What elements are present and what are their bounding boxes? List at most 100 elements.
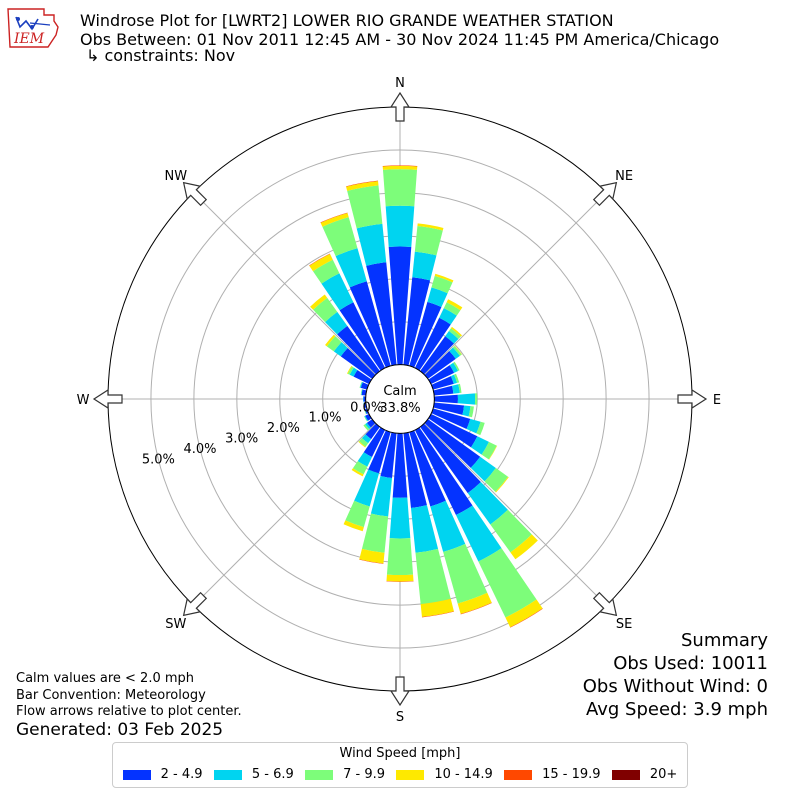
windrose-bar-segment: [414, 427, 473, 516]
flow-arrow-icon: [92, 388, 123, 410]
bar-convention-note: Bar Convention: Meteorology: [16, 688, 206, 703]
windrose-bar-segment: [389, 497, 411, 539]
windrose-bar-segment: [414, 317, 451, 371]
windrose-bar-segment: [446, 299, 463, 311]
windrose-bar-segment: [363, 396, 364, 402]
windrose-bar-segment: [312, 259, 340, 284]
windrose-bar-segment: [468, 406, 474, 418]
windrose-bar-segment: [410, 505, 439, 553]
flow-arrow-icon: [592, 591, 618, 617]
legend-swatch: [213, 769, 242, 780]
windrose-bar-segment: [339, 302, 386, 371]
windrose-bar-segment: [415, 548, 451, 605]
windrose-bar-segment: [386, 580, 414, 582]
direction-label: SE: [616, 617, 632, 632]
flow-note: Flow arrows relative to plot center.: [16, 704, 242, 719]
windrose-bar-segment: [433, 402, 465, 415]
radial-tick-label: 2.0%: [267, 421, 300, 436]
windrose-bar-segment: [361, 513, 389, 553]
legend-item: 10 - 14.9: [396, 767, 493, 782]
angular-gridline: [193, 398, 401, 606]
windrose-bar-segment: [382, 165, 418, 167]
legend-swatch: [396, 769, 425, 780]
iem-logo: IEM: [7, 8, 59, 48]
windrose-bar-segment: [409, 430, 446, 507]
calm-label: Calm: [383, 384, 416, 399]
windrose-bar-segment: [454, 373, 460, 383]
angular-gridline: [193, 192, 401, 400]
summary-heading: Summary: [681, 630, 768, 651]
legend-label: 20+: [649, 767, 678, 782]
windrose-bar-segment: [388, 246, 412, 365]
radial-tick-label: 5.0%: [142, 452, 175, 467]
flow-arrow-icon: [389, 91, 411, 122]
chart-title: Windrose Plot for [LWRT2] LOWER RIO GRAN…: [80, 11, 614, 30]
windrose-bar-segment: [335, 248, 367, 288]
windrose-bar-segment: [462, 405, 471, 417]
windrose-bar-segment: [431, 408, 471, 429]
windrose-bar-segment: [366, 262, 397, 366]
windrose-bar-segment: [453, 361, 460, 372]
windrose-bar-segment: [361, 434, 372, 444]
windrose-bar-segment: [449, 362, 459, 373]
windrose-bar-segment: [470, 436, 489, 455]
windrose-bar-segment: [320, 212, 348, 223]
windrose-bar-segment: [412, 251, 437, 281]
chart-subtitle: Obs Between: 01 Nov 2011 12:45 AM - 30 N…: [80, 30, 720, 49]
legend-items: 2 - 4.9 5 - 6.9 7 - 9.9 10 - 14.9 15 - 19.9 2…: [113, 767, 687, 782]
windrose-bar-segment: [505, 599, 543, 628]
summary-obs-without-wind: Obs Without Wind: 0: [582, 676, 768, 697]
legend-item: 7 - 9.9: [305, 767, 385, 782]
windrose-bar-segment: [443, 543, 488, 604]
windrose-bar-segment: [466, 418, 481, 434]
windrose-bar-segment: [386, 538, 414, 576]
windrose-bar-segment: [363, 427, 386, 458]
windrose-bar-segment: [337, 325, 380, 375]
windrose-bar-segment: [364, 408, 367, 415]
windrose-bar-segment: [452, 345, 462, 356]
radial-tick-label: 1.0%: [308, 411, 341, 426]
windrose-bar-segment: [417, 223, 444, 231]
windrose-bar-segment: [430, 500, 466, 552]
windrose-bar-segment: [431, 376, 454, 390]
svg-text:IEM: IEM: [13, 31, 45, 47]
summary-box: Summary Obs Used: 10011 Obs Without Wind…: [583, 629, 768, 721]
direction-label: NW: [165, 169, 188, 184]
windrose-bar-segment: [358, 438, 369, 447]
windrose-bar-segment: [380, 432, 397, 479]
legend-label: 7 - 9.9: [343, 767, 385, 782]
windrose-bar-segment: [490, 509, 532, 553]
windrose-bar-segment: [421, 611, 455, 618]
windrose-bar-segment: [409, 301, 442, 368]
windrose-bar-segment: [326, 336, 342, 352]
windrose-bar-segment: [353, 369, 372, 385]
windrose-bar-segment: [450, 326, 463, 337]
windrose-bar-segment: [345, 180, 379, 187]
windrose-bar-segment: [457, 393, 476, 405]
windrose-bar-segment: [365, 422, 371, 429]
windrose-bar-segment: [325, 334, 336, 347]
windrose-bar-segment: [322, 217, 358, 257]
windrose-bar-segment: [309, 253, 333, 272]
windrose-bar-segment: [433, 385, 454, 396]
generated-date: Generated: 03 Feb 2025: [16, 720, 224, 740]
windrose-bar-segment: [452, 384, 460, 394]
windrose-bar-segment: [420, 598, 454, 617]
windrose-bar-segment: [445, 331, 459, 344]
windrose-bar-segment: [403, 432, 427, 508]
windrose-bar-segment: [476, 421, 485, 436]
radial-tick-label: 0.0%: [350, 400, 383, 415]
windrose-bar-segment: [495, 476, 509, 493]
legend-swatch: [122, 769, 151, 780]
windrose-bar-segment: [359, 381, 363, 388]
windrose-bar-segment: [360, 389, 363, 396]
windrose-bar-segment: [349, 281, 391, 368]
windrose-bar-segment: [450, 374, 458, 384]
legend-title: Wind Speed [mph]: [339, 746, 461, 761]
windrose-bar-segment: [439, 308, 457, 325]
windrose-bar-segment: [382, 169, 418, 207]
windrose-bar-segment: [349, 367, 358, 377]
windrose-bar-segment: [448, 328, 461, 340]
windrose-bar-segment: [333, 342, 348, 357]
windrose-bar-segment: [309, 253, 331, 266]
